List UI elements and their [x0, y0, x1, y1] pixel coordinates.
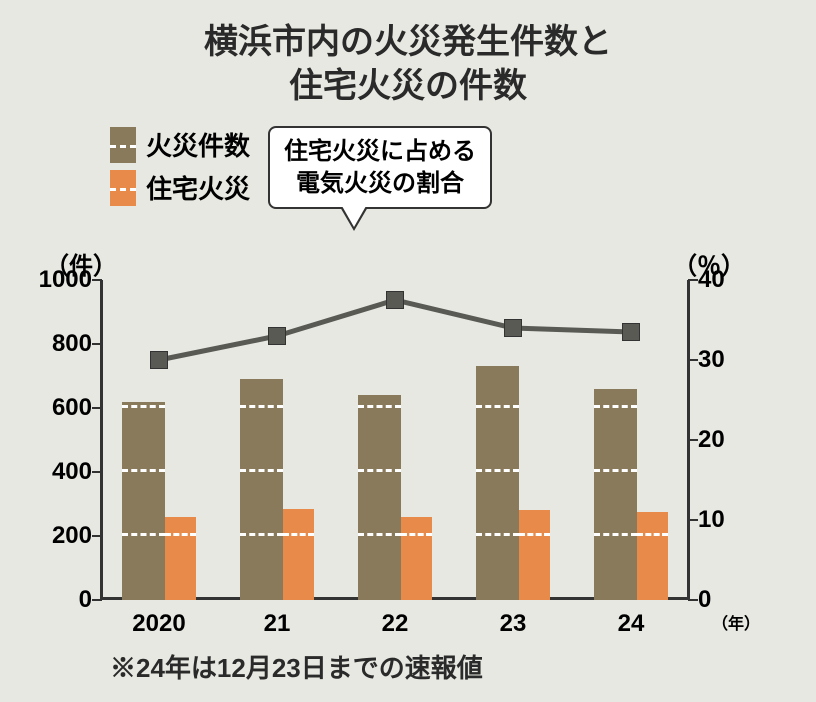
plot-area: 02004006008001000 010203040 （年） 20202122…: [100, 280, 690, 600]
title-line-2: 住宅火災の件数: [30, 64, 786, 108]
footnote-text: ※24年は12月23日までの速報値: [110, 653, 483, 683]
legend-swatch-fire-total: [110, 127, 136, 163]
legend-swatch-house-fire: [110, 170, 136, 206]
bar-fire-total: [358, 395, 400, 600]
y-left-tick-label: 200: [52, 522, 92, 550]
callout-tail-inner: [342, 206, 366, 227]
bar-fire-total: [122, 402, 164, 600]
y-left-tick-label: 600: [52, 394, 92, 422]
callout-line-2: 電気火災の割合: [284, 168, 476, 199]
x-tick-label: 2020: [132, 610, 185, 638]
callout-line-1: 住宅火災に占める: [284, 136, 476, 167]
x-tick-label: 21: [264, 610, 291, 638]
x-tick-label: 22: [382, 610, 409, 638]
chart-container: 横浜市内の火災発生件数と 住宅火災の件数 火災件数 住宅火災 住宅火災に占める …: [0, 0, 816, 702]
y-left-tick-label: 1000: [39, 266, 92, 294]
chart-title: 横浜市内の火災発生件数と 住宅火災の件数: [30, 20, 786, 108]
y-right-tick-label: 0: [698, 586, 711, 614]
axis-left-line: [100, 280, 103, 600]
x-tick-label: 24: [618, 610, 645, 638]
legend-fire-total: 火災件数: [110, 126, 250, 163]
line-elec-share: [159, 300, 631, 360]
y-right-tick-label: 40: [698, 266, 725, 294]
bar-fire-total: [594, 389, 636, 600]
axis-unit-row: （件） （％）: [45, 246, 745, 281]
bar-fire-total: [240, 379, 282, 600]
bar-fire-total: [476, 366, 518, 600]
title-line-1: 横浜市内の火災発生件数と: [30, 20, 786, 64]
marker-elec-share: [504, 319, 522, 337]
legend-label-fire-total: 火災件数: [146, 126, 250, 163]
bar-house-fire: [637, 512, 668, 600]
y-left-tick-label: 0: [79, 586, 92, 614]
legend-items: 火災件数 住宅火災: [110, 126, 250, 206]
y-right-tick-label: 20: [698, 426, 725, 454]
x-tick-label: 23: [500, 610, 527, 638]
legend-label-house-fire: 住宅火災: [146, 169, 250, 206]
x-axis-unit: （年）: [712, 610, 760, 634]
legend-house-fire: 住宅火災: [110, 169, 250, 206]
marker-elec-share: [268, 327, 286, 345]
y-axis-right: 010203040: [690, 280, 750, 600]
bar-house-fire: [519, 510, 550, 600]
marker-elec-share: [622, 323, 640, 341]
y-right-tick-label: 30: [698, 346, 725, 374]
bar-house-fire: [165, 517, 196, 600]
marker-elec-share: [386, 291, 404, 309]
callout-box: 住宅火災に占める 電気火災の割合: [268, 126, 492, 208]
bar-house-fire: [283, 509, 314, 600]
bar-house-fire: [401, 517, 432, 600]
y-axis-left: 02004006008001000: [40, 280, 100, 600]
marker-elec-share: [150, 351, 168, 369]
axis-right-line: [687, 280, 690, 600]
y-left-tick-label: 400: [52, 458, 92, 486]
y-left-tick-label: 800: [52, 330, 92, 358]
y-right-tick-label: 10: [698, 506, 725, 534]
footnote: ※24年は12月23日までの速報値: [110, 648, 483, 685]
legend-row: 火災件数 住宅火災 住宅火災に占める 電気火災の割合: [110, 126, 786, 208]
